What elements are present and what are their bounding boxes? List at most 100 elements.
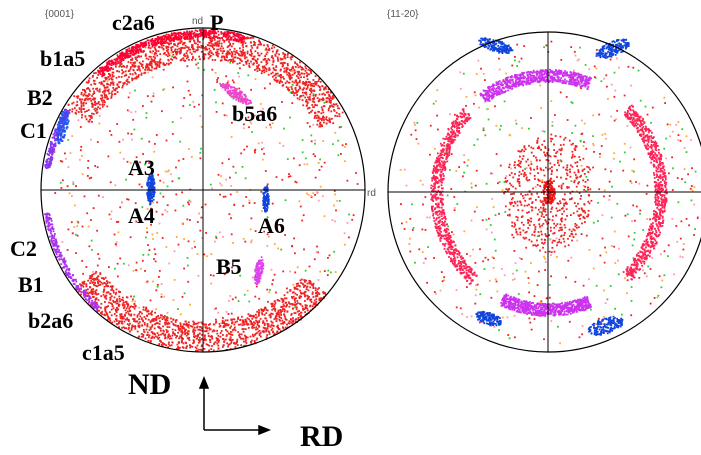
density-dot [167, 43, 170, 46]
density-dot [97, 305, 100, 308]
density-dot [183, 53, 186, 55]
density-dot [189, 346, 191, 349]
density-dot [294, 306, 296, 309]
density-dot [118, 140, 121, 143]
density-dot [154, 335, 157, 338]
density-dot [57, 251, 60, 254]
density-dot [188, 38, 191, 41]
density-dot [106, 77, 108, 80]
density-dot [211, 345, 213, 347]
density-dot [149, 40, 152, 43]
density-dot [54, 233, 56, 235]
density-dot [265, 197, 268, 200]
density-dot [91, 282, 94, 284]
density-dot [280, 74, 282, 76]
density-dot [263, 44, 265, 47]
density-dot [296, 97, 299, 100]
density-dot [260, 43, 263, 46]
density-dot [71, 274, 74, 277]
density-dot [187, 321, 190, 324]
density-dot [104, 314, 107, 317]
density-dot [146, 95, 149, 97]
density-dot [127, 110, 130, 112]
density-dot [157, 315, 160, 317]
density-dot [197, 341, 200, 344]
density-dot [144, 69, 147, 71]
density-dot [129, 54, 132, 57]
density-dot [149, 194, 151, 196]
density-dot [151, 310, 153, 313]
density-dot [161, 213, 164, 216]
density-dot [290, 76, 293, 79]
density-dot [150, 100, 153, 103]
density-dot [141, 206, 144, 209]
density-dot [185, 57, 188, 60]
density-dot [290, 318, 293, 321]
density-dot [308, 98, 310, 101]
density-dot [208, 30, 211, 32]
density-dot [100, 66, 103, 69]
density-dot [101, 101, 104, 104]
density-dot [107, 90, 110, 93]
density-dot [133, 307, 136, 310]
density-dot [294, 71, 296, 74]
density-dot [283, 55, 286, 58]
density-dot [119, 257, 122, 260]
density-dot [109, 63, 111, 66]
density-dot [96, 276, 99, 279]
density-dot [61, 241, 64, 243]
density-dot [200, 326, 203, 329]
density-dot [183, 36, 186, 38]
density-dot [75, 280, 78, 283]
density-dot [146, 192, 149, 194]
density-dot [166, 331, 169, 334]
density-dot [250, 322, 253, 324]
density-dot [345, 143, 347, 145]
density-dot [256, 280, 259, 283]
density-dot [316, 191, 318, 194]
density-dot [262, 331, 265, 334]
density-dot [96, 309, 98, 311]
density-dot [229, 92, 231, 94]
density-dot [162, 68, 165, 71]
density-dot [75, 286, 78, 288]
density-dot [82, 291, 85, 293]
density-dot [239, 54, 242, 57]
density-dot [90, 277, 92, 279]
density-dot [336, 200, 339, 202]
density-dot [234, 321, 237, 324]
density-dot [186, 324, 189, 327]
density-dot [100, 81, 103, 83]
density-dot [97, 299, 100, 301]
density-dot [164, 335, 166, 337]
density-dot [187, 330, 189, 333]
density-dot [338, 113, 341, 115]
density-dot [340, 126, 343, 128]
density-dot [74, 279, 77, 281]
density-dot [292, 320, 294, 323]
density-dot [213, 342, 216, 345]
density-dot [122, 304, 124, 307]
density-dot [96, 108, 98, 111]
density-dot [241, 166, 244, 168]
density-dot [53, 137, 56, 140]
density-dot [197, 39, 199, 42]
density-dot [327, 269, 330, 272]
density-dot [155, 318, 158, 321]
density-dot [129, 322, 131, 325]
density-dot [284, 234, 286, 236]
density-dot [107, 83, 110, 86]
density-dot [261, 158, 264, 161]
density-dot [314, 303, 317, 306]
density-dot [125, 311, 128, 314]
density-dot [86, 110, 88, 112]
density-dot [146, 183, 148, 185]
density-dot [259, 43, 261, 46]
density-dot [278, 315, 281, 318]
density-dot [127, 198, 130, 201]
density-dot [155, 308, 157, 311]
density-dot [226, 30, 228, 33]
density-dot [231, 91, 234, 94]
density-dot [232, 38, 235, 41]
density-dot [271, 283, 274, 286]
